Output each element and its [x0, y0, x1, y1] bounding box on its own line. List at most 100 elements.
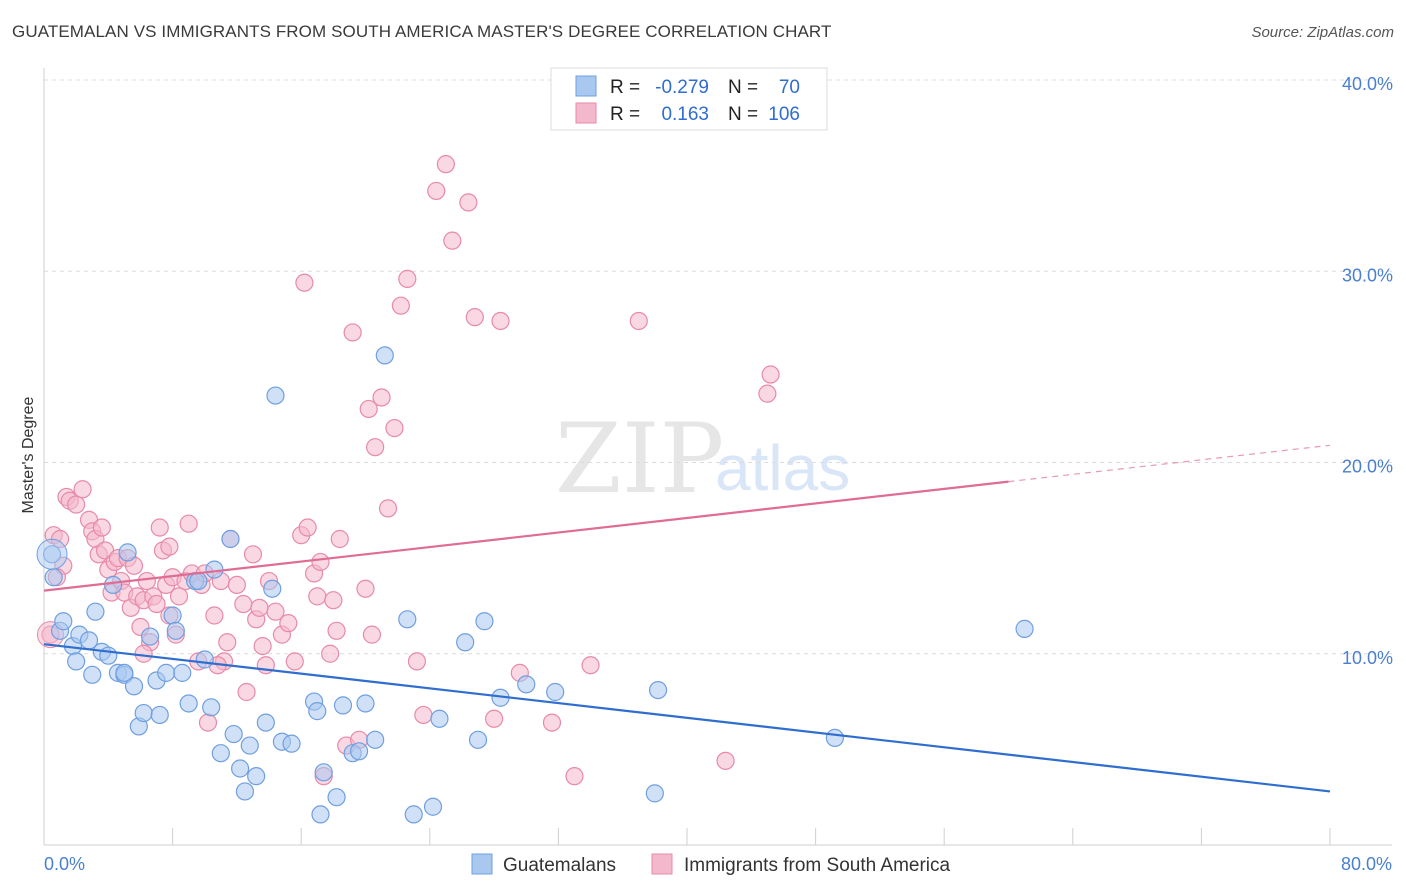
guatemalans-point: [366, 730, 385, 749]
immigrants-point: [253, 636, 272, 656]
guatemalans-point: [140, 627, 160, 646]
immigrants-point: [398, 269, 417, 288]
immigrants-point: [391, 296, 410, 315]
immigrants-point: [160, 537, 179, 556]
guatemalans-point: [157, 663, 176, 682]
trend-line-immigrants: [43, 480, 1009, 592]
immigrants-point: [227, 575, 246, 595]
guatemalans-point: [83, 665, 102, 684]
guatemalans-point: [99, 646, 118, 665]
immigrants-point: [198, 713, 218, 732]
guatemalans-point: [44, 568, 63, 587]
grid-lines: [44, 79, 1392, 655]
y-axis-label: Master's Degree: [20, 396, 37, 513]
immigrants-point: [327, 621, 346, 640]
immigrants-point: [343, 323, 362, 342]
immigrants-point: [761, 365, 780, 384]
guatemalans-point: [150, 705, 169, 725]
guatemalans-point: [517, 675, 536, 694]
immigrants-point: [279, 614, 298, 633]
trend-line-guatemalans: [43, 643, 1331, 793]
guatemalans-point: [173, 663, 192, 682]
immigrants-point: [359, 399, 378, 419]
guatemalans-point: [224, 724, 243, 744]
guatemalans-point: [166, 621, 185, 640]
immigrants-point: [443, 231, 462, 250]
guatemalans-point: [645, 784, 664, 803]
guatemalans-point: [327, 788, 346, 807]
immigrants-point: [150, 518, 169, 537]
immigrants-point: [378, 499, 398, 518]
immigrants-point: [427, 181, 446, 201]
guatemalans-point: [104, 575, 123, 595]
guatemalans-point: [1015, 619, 1034, 638]
guatemalans-point: [202, 698, 221, 717]
guatemalans-point: [468, 730, 488, 749]
y-tick-label-40: 40.0%: [1342, 74, 1393, 94]
bottom-legend-label-immigrants: Immigrants from South America: [684, 855, 951, 876]
guatemalans-point: [648, 680, 668, 700]
legend-n-label-1: N =: [728, 77, 758, 98]
immigrants-point: [298, 518, 317, 537]
immigrants-point: [137, 571, 156, 591]
guatemalans-point: [67, 652, 86, 671]
guatemalans-point: [282, 734, 301, 753]
guatemalans-point: [266, 386, 285, 405]
watermark: ZIP atlas: [555, 403, 850, 515]
guatemalans-point: [398, 610, 417, 629]
axes: [43, 68, 1392, 846]
immigrants-point: [542, 713, 562, 732]
bottom-legend-swatch-immigrants: [651, 853, 673, 875]
immigrants-point: [205, 606, 224, 625]
guatemalans-point: [349, 742, 369, 761]
guatemalans-point: [163, 606, 182, 625]
immigrants-point: [169, 587, 189, 606]
bottom-legend-swatch-guatemalans: [471, 853, 493, 875]
immigrants-point: [485, 709, 504, 728]
guatemalans-point: [475, 612, 494, 631]
guatemalans-point: [54, 612, 73, 631]
immigrants-point: [565, 767, 584, 786]
immigrants-point: [581, 656, 600, 675]
immigrants-point: [366, 438, 385, 457]
immigrants-point: [234, 594, 253, 614]
immigrants-point: [465, 308, 484, 327]
guatemalans-point: [256, 713, 275, 732]
immigrants-point: [67, 495, 86, 514]
immigrants-point: [295, 273, 314, 292]
immigrants-point: [407, 652, 427, 671]
guatemalans-point: [221, 529, 240, 549]
immigrants-point: [459, 193, 478, 212]
legend-r-label-2: R =: [610, 104, 640, 125]
immigrants-point: [92, 518, 111, 537]
guatemalans-point: [189, 571, 208, 591]
stats-legend: R = -0.279 N = 70 R = 0.163 N = 106: [550, 67, 828, 131]
immigrants-point: [491, 311, 510, 331]
guatemalans-point: [240, 736, 259, 755]
guatemalans-point: [86, 602, 105, 621]
trend-line-immigrants-extrapolated: [1008, 444, 1331, 483]
immigrants-point: [285, 652, 304, 671]
guatemalans-point: [456, 633, 475, 652]
immigrants-point: [237, 682, 256, 702]
immigrants-point: [73, 480, 92, 499]
immigrants-point: [372, 388, 391, 407]
immigrants-point: [311, 552, 330, 572]
guatemalans-point: [430, 709, 449, 728]
immigrants-point: [179, 514, 198, 533]
legend-n-value-2: 106: [768, 104, 800, 125]
y-tick-label-20: 20.0%: [1342, 457, 1393, 477]
y-tick-label-30: 30.0%: [1342, 265, 1393, 285]
guatemalans-point: [423, 797, 443, 816]
guatemalans-point: [247, 767, 266, 786]
immigrants-point: [243, 545, 263, 564]
immigrants-point: [362, 625, 382, 644]
legend-swatch-immigrants: [575, 102, 597, 124]
guatemalans-point: [211, 744, 230, 763]
bottom-legend-label-guatemalans: Guatemalans: [503, 855, 616, 876]
source-credit: Source: ZipAtlas.com: [1251, 24, 1394, 41]
immigrants-point: [356, 579, 375, 598]
guatemalans-point: [333, 696, 353, 715]
guatemalans-point: [308, 702, 327, 721]
immigrants-point: [324, 591, 343, 610]
